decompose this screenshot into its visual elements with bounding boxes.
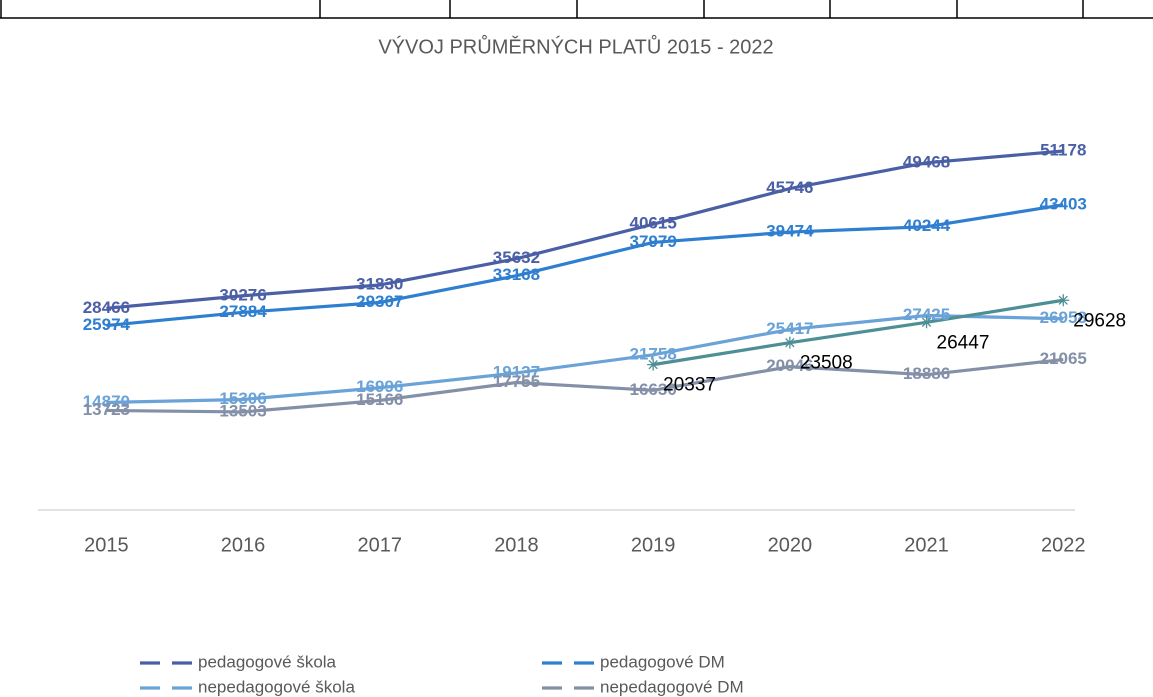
x-tick-label: 2020 — [768, 534, 813, 556]
data-label: 30276 — [219, 285, 266, 304]
data-label: 18886 — [903, 364, 950, 383]
data-label: 26447 — [937, 332, 990, 353]
data-label: 31830 — [356, 274, 403, 293]
data-label: 14870 — [83, 392, 130, 411]
data-label: 13723 — [83, 400, 130, 419]
data-label: 35632 — [493, 248, 540, 267]
x-tick-label: 2019 — [631, 534, 676, 556]
marker — [1057, 294, 1070, 307]
marker — [647, 358, 660, 371]
series-line — [106, 149, 1064, 310]
series-line — [652, 298, 1064, 367]
data-label: 16630 — [630, 380, 677, 399]
data-label: 20337 — [663, 375, 716, 396]
x-tick-label: 2021 — [904, 534, 949, 556]
data-label: 13503 — [219, 401, 266, 420]
data-label: 45746 — [766, 178, 813, 197]
data-label: 40244 — [903, 216, 951, 235]
data-label: 29307 — [356, 292, 403, 311]
data-label: 27884 — [219, 302, 267, 321]
series-line — [106, 357, 1064, 414]
series-line — [106, 313, 1064, 405]
data-label: 29628 — [1073, 310, 1126, 331]
data-label: 20046 — [766, 356, 813, 375]
data-label: 16996 — [356, 377, 403, 396]
data-label: 19137 — [493, 362, 540, 381]
data-label: 51178 — [1040, 140, 1086, 159]
data-label: 49468 — [903, 152, 950, 171]
legend-label: nepedagogové škola — [198, 677, 355, 696]
x-tick-label: 2022 — [1041, 534, 1086, 556]
table-fragment — [0, 0, 1153, 19]
marker — [920, 316, 933, 329]
legend-label: nepedagogové DM — [600, 677, 744, 696]
data-label: 37979 — [630, 232, 677, 251]
data-label: 17755 — [493, 372, 540, 391]
legend-label: pedagogové škola — [198, 652, 337, 671]
data-label: 39474 — [766, 222, 814, 241]
x-tick-label: 2015 — [84, 534, 129, 556]
chart-title: VÝVOJ PRŮMĚRNÝCH PLATŮ 2015 - 2022 — [378, 34, 773, 58]
data-label: 28466 — [83, 298, 130, 317]
data-label: 25417 — [766, 319, 813, 338]
series-line — [106, 203, 1064, 328]
x-tick-label: 2018 — [494, 534, 539, 556]
marker — [783, 336, 796, 349]
data-label: 43403 — [1040, 194, 1087, 213]
x-tick-label: 2017 — [358, 534, 403, 556]
data-label: 15306 — [219, 389, 266, 408]
data-label: 26958 — [1040, 308, 1087, 327]
x-tick-label: 2016 — [221, 534, 266, 556]
data-label: 15166 — [356, 390, 403, 409]
legend-label: pedagogové DM — [600, 652, 725, 671]
data-label: 33168 — [493, 265, 540, 284]
data-label: 23508 — [800, 353, 853, 374]
data-label: 27425 — [903, 305, 950, 324]
data-label: 21065 — [1040, 349, 1087, 368]
data-label: 21758 — [630, 344, 677, 363]
data-label: 40615 — [630, 214, 677, 233]
data-label: 25974 — [83, 315, 131, 334]
